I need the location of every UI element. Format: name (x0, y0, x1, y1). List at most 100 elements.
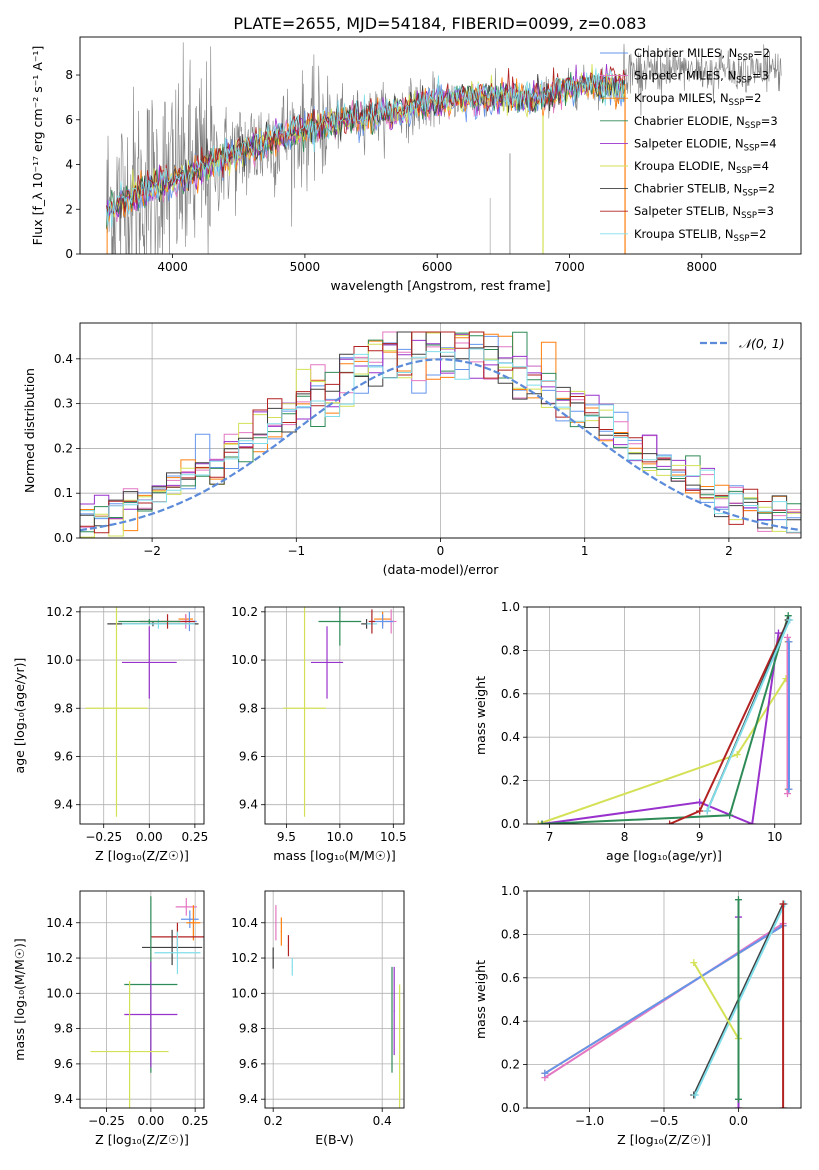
x-tick-label: 9.5 (277, 830, 296, 844)
y-tick-label: 9.4 (54, 798, 73, 812)
y-tick-label: 10.2 (46, 951, 73, 965)
y-tick-label: 10.4 (231, 916, 258, 930)
model-spectrum-SalpeterSTELIB (106, 66, 626, 215)
legend-entry: Chabrier STELIB, NSSP=2 (634, 182, 775, 199)
plot-area (534, 612, 794, 824)
plot-area (85, 607, 199, 817)
x-axis-label: Z [log₁₀(Z/Z☉)] (617, 1132, 711, 1147)
weight-marker-KroupaSTELIB (786, 616, 794, 624)
x-tick-label: 5000 (290, 260, 321, 274)
x-axis-label: wavelength [Angstrom, rest frame] (330, 278, 550, 293)
histogram-SalpeterSTELIB (80, 331, 801, 538)
x-tick-label: −0.25 (88, 1114, 125, 1128)
x-tick-label: 7000 (554, 260, 585, 274)
weight-marker-SalpeterELODIE (774, 629, 782, 637)
y-tick-label: 0.6 (501, 687, 520, 701)
plot-area (541, 896, 789, 1108)
weight-marker-SalpeterELODIE (734, 1104, 742, 1108)
x-tick-label: 0 (437, 544, 445, 558)
legend-entry: Salpeter MILES, NSSP=3 (634, 69, 769, 86)
x-axis-label: E(B-V) (315, 1132, 354, 1147)
y-tick-label: 1.0 (501, 600, 520, 614)
x-tick-label: 7 (546, 830, 554, 844)
legend-entry: Chabrier ELODIE, NSSP=3 (634, 114, 778, 131)
plot-area (80, 331, 801, 538)
axes-frame (79, 606, 205, 825)
x-tick-label: 10.0 (326, 830, 353, 844)
weight-marker-ChabrierELODIE (734, 1095, 742, 1103)
plot-area (106, 42, 782, 254)
axes-mass-vs-Z: −0.25 0.00 0.25 9.4 9.6 9.8 10.0 10.2 10.4 Z [log… (12, 890, 209, 1147)
y-tick-label: 9.6 (239, 1057, 258, 1071)
x-tick-label: 10 (767, 830, 782, 844)
legend-entry-normal: 𝒩(0, 1) (739, 336, 785, 351)
weight-marker-SalpeterMILES (783, 790, 791, 798)
axes-mass-weight-vs-Z: −1.0 −0.5 0.0 0.0 0.2 0.4 0.6 0.8 1.0 Z [log₁₀(Z/… (473, 884, 802, 1147)
weight-marker-SalpeterMILES (783, 633, 791, 641)
axes-frame (526, 606, 802, 825)
y-tick-label: 1.0 (501, 884, 520, 898)
y-tick-label: 0.4 (54, 352, 73, 366)
axes-mass-vs-EBV: 0.2 0.4 9.4 9.6 9.8 10.0 10.2 10.4 E(B-V) (231, 890, 405, 1147)
x-tick-label: −0.25 (85, 830, 122, 844)
axes-frame (526, 890, 802, 1109)
x-tick-label: −0.5 (649, 1114, 678, 1128)
axes-frame (79, 36, 802, 255)
y-tick-label: 9.6 (54, 749, 73, 763)
y-tick-label: 0.8 (501, 927, 520, 941)
x-tick-label: 1 (581, 544, 589, 558)
weight-marker-KroupaSTELIB (703, 807, 711, 815)
axes-age-vs-Z: −0.25 0.00 0.25 9.4 9.6 9.8 10.0 10.2 Z [log₁₀(Z… (12, 605, 208, 863)
x-tick-label: 2 (725, 544, 733, 558)
weight-marker-SalpeterSTELIB (696, 807, 704, 815)
x-tick-label: 6000 (422, 260, 453, 274)
weight-marker-KroupaSTELIB (691, 1091, 699, 1099)
x-tick-label: −1 (287, 544, 305, 558)
weight-marker-ChabrierELODIE (734, 896, 742, 904)
x-tick-label: 0.4 (373, 1114, 392, 1128)
x-tick-label: 10.5 (380, 830, 407, 844)
legend-entry: Kroupa STELIB, NSSP=2 (634, 227, 766, 244)
weight-marker-ChabrierMILES (785, 785, 793, 793)
x-tick-label: 0.00 (137, 1114, 164, 1128)
y-tick-label: 9.4 (239, 1092, 258, 1106)
x-tick-label: −2 (143, 544, 161, 558)
weight-marker-SalpeterELODIE (748, 820, 756, 824)
y-axis-label: Flux [f_λ 10⁻¹⁷ erg cm⁻² s⁻¹ A⁻¹] (30, 46, 45, 246)
weight-marker-SalpeterSTELIB (779, 1104, 787, 1108)
weight-marker-SalpeterSTELIB (779, 900, 787, 908)
y-tick-label: 9.8 (54, 701, 73, 715)
weight-marker-ChabrierMILES (785, 638, 793, 646)
y-tick-label: 10.0 (231, 653, 258, 667)
normal-curve (80, 358, 801, 532)
y-axis-label: mass weight (473, 676, 488, 755)
histogram-KroupaSTELIB (80, 348, 801, 538)
y-tick-label: 4 (65, 158, 73, 172)
y-axis-label: Normed distribution (22, 368, 37, 493)
axes-layer: 4000 5000 6000 7000 8000 0 2 4 6 8 wavelength [Ang… (12, 36, 802, 1147)
plot-area (272, 905, 401, 1108)
y-axis-label: age [log₁₀(age/yr)] (12, 658, 27, 774)
weight-line-KroupaSTELIB (706, 619, 791, 812)
y-tick-label: 10.0 (46, 986, 73, 1000)
x-tick-label: 0.2 (264, 1114, 283, 1128)
weight-line-KroupaSTELIB (694, 903, 786, 1096)
x-axis-label: age [log₁₀(age/yr)] (606, 848, 722, 863)
x-tick-label: 8 (621, 830, 629, 844)
y-tick-label: 2 (65, 202, 73, 216)
y-tick-label: 6 (65, 113, 73, 127)
x-axis-label: Z [log₁₀(Z/Z☉)] (95, 1132, 189, 1147)
y-tick-label: 10.4 (46, 916, 73, 930)
y-tick-label: 10.2 (231, 951, 258, 965)
y-tick-label: 0.4 (501, 1014, 520, 1028)
y-axis-label: mass weight (473, 960, 488, 1039)
y-tick-label: 0.4 (501, 730, 520, 744)
weight-line-ChabrierELODIE (541, 615, 790, 824)
weight-line-SalpeterELODIE (541, 632, 780, 824)
y-tick-label: 0.0 (501, 817, 520, 831)
y-tick-label: 9.4 (239, 798, 258, 812)
x-tick-label: 0.0 (729, 1114, 748, 1128)
y-tick-label: 10.2 (231, 605, 258, 619)
y-tick-label: 0.0 (54, 531, 73, 545)
